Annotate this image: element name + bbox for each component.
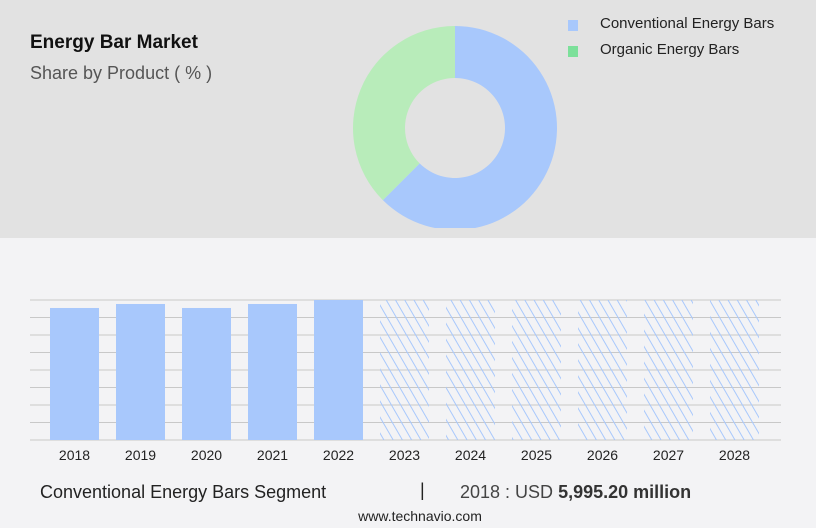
bar-2027 (644, 300, 693, 440)
x-tick-label: 2022 (323, 447, 354, 463)
bar-2018 (50, 307, 99, 440)
bar-2022 (314, 300, 363, 440)
source-url: www.technavio.com (358, 508, 482, 524)
value-prefix: 2018 : USD (460, 482, 559, 502)
separator: | (420, 480, 425, 500)
bar-2025 (512, 300, 561, 440)
x-tick-label: 2027 (653, 447, 684, 463)
legend: Conventional Energy Bars Organic Energy … (568, 16, 778, 68)
x-tick-label: 2021 (257, 447, 288, 463)
x-tick-label: 2026 (587, 447, 618, 463)
segment-name: Conventional Energy Bars Segment (40, 482, 327, 502)
bar-2023 (380, 300, 429, 440)
x-tick-label: 2028 (719, 447, 750, 463)
segment-value: 2018 : USD 5,995.20 million (460, 482, 691, 503)
page-subtitle: Share by Product ( % ) (30, 63, 213, 83)
donut-slice-0 (382, 26, 557, 228)
value-amount: 5,995.20 million (558, 482, 692, 502)
bar-2019 (116, 303, 165, 440)
x-tick-label: 2018 (59, 447, 90, 463)
x-tick-label: 2024 (455, 447, 486, 463)
x-tick-label: 2023 (389, 447, 420, 463)
x-tick-label: 2020 (191, 447, 222, 463)
legend-label: Conventional Energy Bars (600, 15, 775, 32)
bar-2020 (182, 307, 231, 440)
legend-item-organic: Organic Energy Bars (568, 42, 778, 57)
bar-2028 (710, 300, 759, 440)
x-tick-label: 2025 (521, 447, 552, 463)
x-tick-label: 2019 (125, 447, 156, 463)
legend-swatch (568, 46, 578, 57)
legend-label: Organic Energy Bars (600, 41, 740, 58)
bar-2026 (578, 300, 627, 440)
legend-swatch (568, 20, 578, 31)
legend-item-conventional: Conventional Energy Bars (568, 16, 778, 31)
bar-2024 (446, 300, 495, 440)
bar-2021 (248, 303, 297, 440)
donut-slice-1 (353, 26, 455, 201)
page-title: Energy Bar Market (30, 32, 198, 53)
footer-summary: Conventional Energy Bars Segment | 2018 … (40, 480, 800, 506)
